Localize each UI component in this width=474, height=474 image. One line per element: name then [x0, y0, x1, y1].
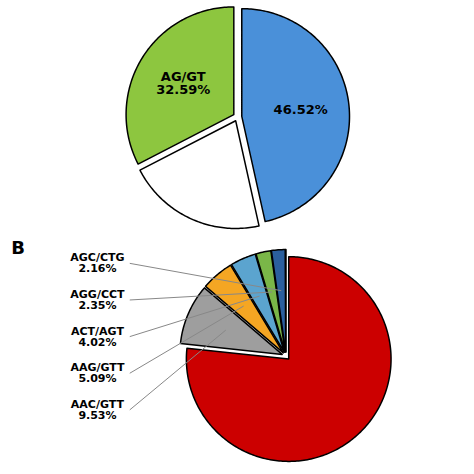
svg-text:AAG/GTT5.09%: AAG/GTT5.09% [70, 361, 125, 385]
svg-text:B: B [11, 237, 25, 258]
svg-text:ACT/AGT4.02%: ACT/AGT4.02% [71, 325, 124, 349]
svg-text:AAC/GTT9.53%: AAC/GTT9.53% [71, 398, 125, 422]
svg-text:AG/GT32.59%: AG/GT32.59% [156, 69, 210, 97]
svg-text:AGG/CCT2.35%: AGG/CCT2.35% [70, 288, 125, 312]
svg-text:AGC/CTG2.16%: AGC/CTG2.16% [70, 251, 124, 275]
svg-text:46.52%: 46.52% [274, 102, 328, 117]
